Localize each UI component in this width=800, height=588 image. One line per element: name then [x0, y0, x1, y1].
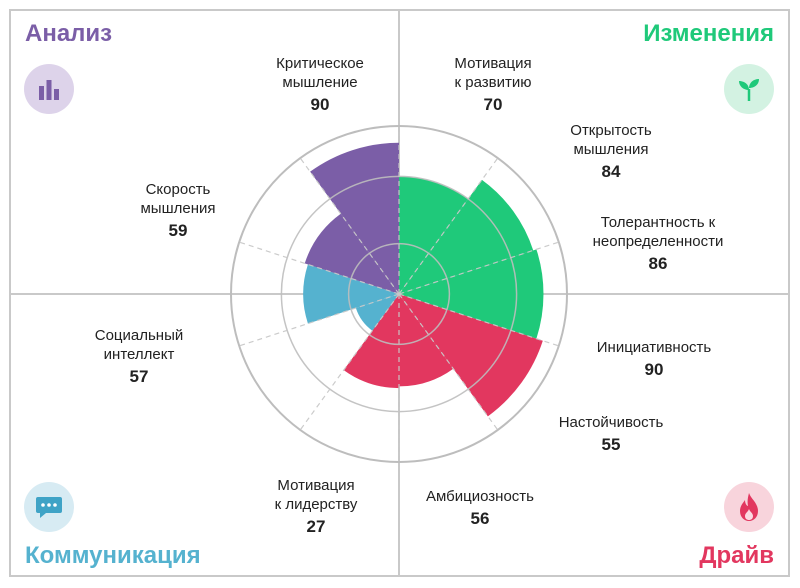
category-label-3: Толерантность к неопределенности 86: [593, 213, 724, 273]
quadrant-title-drive: Драйв: [699, 542, 774, 569]
category-label-line: к лидерству: [274, 496, 358, 513]
category-label-line: мышления: [140, 200, 216, 217]
flame-icon: [724, 482, 774, 532]
sprout-icon: [724, 64, 774, 114]
spoke-2: [398, 157, 499, 295]
quadrant-title-communication: Коммуникация: [25, 542, 201, 569]
category-label-line: неопределенности: [592, 233, 724, 250]
category-value: 57: [129, 367, 149, 386]
spoke-5: [398, 293, 499, 431]
wedge-6: [343, 294, 399, 389]
wedge-8: [303, 264, 399, 324]
category-label-7: Мотивация к лидерству 27: [275, 476, 358, 536]
category-label-line: Критическое: [276, 55, 364, 72]
category-value: 86: [648, 254, 668, 273]
category-value: 27: [306, 517, 326, 536]
wedge-2: [399, 179, 534, 294]
wedge-1: [399, 176, 469, 294]
category-label-line: Толерантность к: [600, 214, 716, 231]
grid-ring-1: [347, 242, 451, 346]
category-label-line: мышление: [282, 74, 358, 91]
category-label-line: Открытость: [570, 122, 652, 139]
category-label-10: Критическое мышление 90: [276, 54, 364, 114]
category-label-6: Амбициозность 56: [426, 487, 534, 528]
grid-ring-3: [230, 125, 568, 463]
category-label-line: Амбициозность: [426, 488, 534, 505]
wedge-5: [399, 294, 454, 387]
category-label-line: мышления: [573, 141, 649, 158]
quadrant-title-change: Изменения: [643, 20, 774, 47]
quadrant-title-analysis: Анализ: [25, 20, 113, 47]
category-label-line: интеллект: [103, 346, 175, 363]
chat-bubble-icon: [24, 482, 74, 532]
category-value: 84: [601, 162, 621, 181]
wedge-9: [304, 213, 399, 294]
spoke-3: [398, 241, 559, 295]
spoke-9: [239, 241, 400, 295]
category-label-1: Мотивация к развитию 70: [454, 54, 531, 114]
category-label-line: Настойчивость: [558, 414, 664, 431]
category-label-5: Настойчивость 55: [559, 413, 664, 454]
spoke-7: [299, 293, 400, 431]
wedge-4: [399, 294, 543, 417]
spoke-8: [239, 293, 400, 347]
wedge-3: [399, 249, 544, 339]
category-label-line: к развитию: [454, 74, 532, 91]
category-label-line: Скорость: [145, 181, 211, 198]
category-value: 59: [168, 221, 188, 240]
category-value: 90: [310, 95, 330, 114]
category-value: 70: [483, 95, 503, 114]
category-label-8: Социальный интеллект 57: [95, 326, 184, 386]
category-label-line: Мотивация: [454, 55, 532, 72]
category-value: 55: [601, 435, 621, 454]
category-label-2: Открытость мышления 84: [570, 121, 651, 181]
spoke-4: [398, 293, 559, 347]
category-label-line: Мотивация: [277, 477, 355, 494]
category-value: 56: [470, 509, 490, 528]
wedge-7: [355, 294, 399, 331]
category-label-line: Инициативность: [596, 339, 712, 356]
category-label-9: Скорость мышления 59: [140, 180, 215, 240]
category-value: 90: [644, 360, 664, 379]
wedge-10: [310, 142, 399, 294]
category-label-4: Инициативность 90: [597, 338, 711, 379]
category-label-line: Социальный: [94, 327, 184, 344]
spoke-10: [299, 157, 400, 295]
bar-chart-icon: [24, 64, 74, 114]
